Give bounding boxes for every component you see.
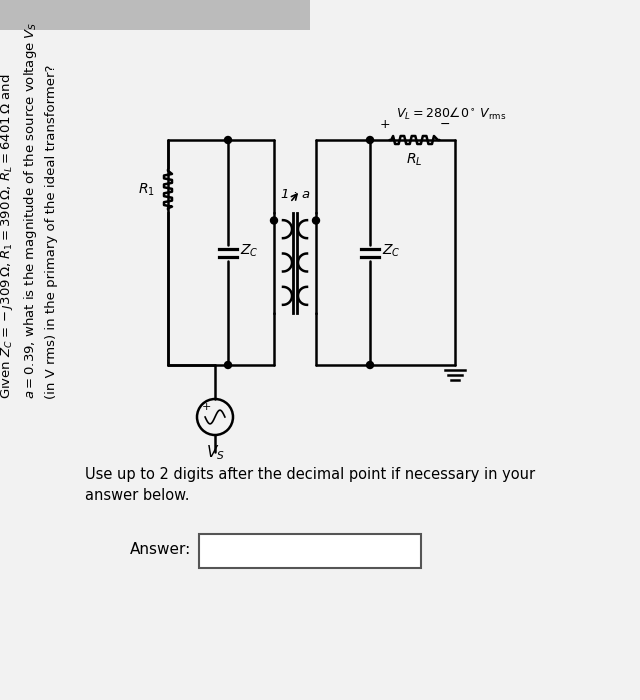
Text: Use up to 2 digits after the decimal point if necessary in your
answer below.: Use up to 2 digits after the decimal poi… — [85, 467, 535, 503]
FancyBboxPatch shape — [0, 0, 310, 30]
Text: −: − — [439, 118, 450, 131]
Text: $V_S$: $V_S$ — [205, 443, 225, 462]
Circle shape — [225, 136, 232, 144]
Circle shape — [367, 136, 374, 144]
Text: $V_L=280\angle 0^\circ\,V_{\rm rms}$: $V_L=280\angle 0^\circ\,V_{\rm rms}$ — [397, 106, 507, 122]
Circle shape — [312, 217, 319, 224]
Text: Given $Z_C = -j309\,\Omega$, $R_1 = 390\,\Omega$, $R_L = 6401\,\Omega$ and
$a = : Given $Z_C = -j309\,\Omega$, $R_1 = 390\… — [0, 21, 58, 399]
Circle shape — [367, 361, 374, 368]
Circle shape — [271, 217, 278, 224]
Text: $Z_C$: $Z_C$ — [240, 242, 259, 259]
Text: +: + — [379, 118, 390, 131]
Circle shape — [225, 361, 232, 368]
Text: +: + — [202, 402, 212, 412]
Text: $Z_C$: $Z_C$ — [382, 242, 401, 259]
Text: 1 : $a$: 1 : $a$ — [280, 188, 310, 200]
Text: $R_1$: $R_1$ — [138, 181, 155, 197]
Text: $R_L$: $R_L$ — [406, 152, 423, 169]
FancyBboxPatch shape — [199, 534, 421, 568]
Text: Answer:: Answer: — [130, 542, 191, 557]
